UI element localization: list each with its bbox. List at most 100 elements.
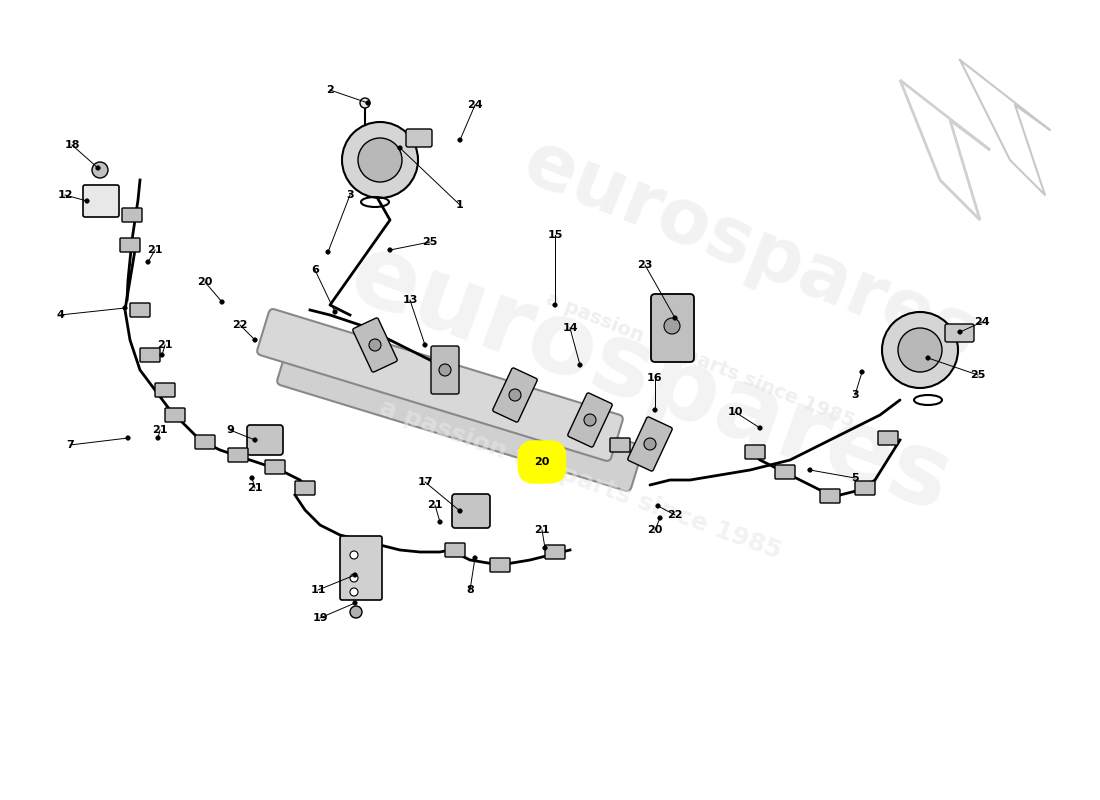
Text: 17: 17 [417, 477, 432, 487]
Text: 19: 19 [312, 613, 328, 623]
Text: eurospares: eurospares [513, 126, 988, 374]
FancyBboxPatch shape [568, 393, 613, 447]
Text: 2: 2 [326, 85, 334, 95]
FancyBboxPatch shape [745, 445, 764, 459]
Text: 10: 10 [727, 407, 742, 417]
Text: 3: 3 [346, 190, 354, 200]
FancyBboxPatch shape [122, 208, 142, 222]
Circle shape [350, 551, 358, 559]
Text: 13: 13 [403, 295, 418, 305]
Text: a passion for parts since 1985: a passion for parts since 1985 [376, 396, 784, 564]
FancyBboxPatch shape [855, 481, 875, 495]
Text: 25: 25 [422, 237, 438, 247]
FancyBboxPatch shape [878, 431, 898, 445]
Circle shape [92, 162, 108, 178]
Circle shape [160, 353, 164, 357]
FancyBboxPatch shape [452, 494, 490, 528]
Circle shape [342, 122, 418, 198]
Circle shape [578, 363, 582, 367]
Text: 8: 8 [466, 585, 474, 595]
Circle shape [473, 556, 477, 560]
Circle shape [644, 438, 656, 450]
Text: 12: 12 [57, 190, 73, 200]
FancyBboxPatch shape [140, 348, 159, 362]
Text: 20: 20 [535, 457, 550, 467]
Circle shape [353, 573, 358, 578]
FancyBboxPatch shape [628, 417, 672, 471]
FancyBboxPatch shape [265, 460, 285, 474]
Circle shape [553, 302, 558, 307]
Circle shape [553, 443, 558, 447]
FancyBboxPatch shape [610, 438, 630, 452]
Text: 21: 21 [427, 500, 442, 510]
Text: 18: 18 [64, 140, 79, 150]
Circle shape [860, 370, 865, 374]
Circle shape [250, 476, 254, 480]
FancyBboxPatch shape [490, 558, 510, 572]
FancyBboxPatch shape [155, 383, 175, 397]
Text: 14: 14 [562, 323, 578, 333]
Circle shape [123, 306, 128, 310]
Circle shape [253, 338, 257, 342]
Circle shape [350, 606, 362, 618]
Text: 21: 21 [152, 425, 167, 435]
Text: 3: 3 [851, 390, 859, 400]
Text: 21: 21 [157, 340, 173, 350]
Text: eurospares: eurospares [337, 226, 964, 534]
Text: a passion for parts since 1985: a passion for parts since 1985 [542, 289, 857, 431]
Circle shape [656, 504, 660, 508]
FancyBboxPatch shape [353, 318, 397, 372]
Circle shape [542, 546, 547, 550]
FancyBboxPatch shape [406, 129, 432, 147]
FancyBboxPatch shape [165, 408, 185, 422]
Text: 20: 20 [647, 525, 662, 535]
Circle shape [146, 260, 151, 264]
Circle shape [673, 316, 678, 320]
Text: 24: 24 [468, 100, 483, 110]
Text: 7: 7 [66, 440, 74, 450]
Circle shape [664, 318, 680, 334]
Circle shape [458, 509, 462, 514]
Text: 22: 22 [232, 320, 248, 330]
FancyBboxPatch shape [493, 368, 537, 422]
Circle shape [350, 574, 358, 582]
Circle shape [333, 310, 338, 314]
Text: 11: 11 [310, 585, 326, 595]
Circle shape [438, 520, 442, 524]
Circle shape [96, 166, 100, 170]
Text: 22: 22 [668, 510, 683, 520]
Circle shape [326, 250, 330, 254]
Text: 16: 16 [647, 373, 663, 383]
Circle shape [388, 248, 393, 252]
FancyBboxPatch shape [228, 448, 248, 462]
FancyBboxPatch shape [651, 294, 694, 362]
FancyBboxPatch shape [277, 339, 642, 491]
Circle shape [898, 328, 942, 372]
FancyBboxPatch shape [544, 545, 565, 559]
Text: 9: 9 [227, 425, 234, 435]
Circle shape [584, 414, 596, 426]
Circle shape [758, 426, 762, 430]
Circle shape [358, 138, 402, 182]
Text: 25: 25 [970, 370, 986, 380]
Circle shape [253, 438, 257, 442]
FancyBboxPatch shape [120, 238, 140, 252]
FancyBboxPatch shape [130, 303, 150, 317]
Text: 20: 20 [535, 457, 550, 467]
Circle shape [807, 468, 812, 472]
FancyBboxPatch shape [820, 489, 840, 503]
Text: 21: 21 [535, 525, 550, 535]
FancyBboxPatch shape [446, 543, 465, 557]
FancyBboxPatch shape [340, 536, 382, 600]
Circle shape [353, 601, 358, 605]
Circle shape [652, 408, 657, 412]
Circle shape [439, 364, 451, 376]
Circle shape [156, 436, 161, 440]
Circle shape [509, 389, 521, 401]
FancyBboxPatch shape [257, 309, 623, 461]
Circle shape [658, 516, 662, 520]
Text: 4: 4 [56, 310, 64, 320]
Circle shape [926, 356, 931, 360]
Text: 1: 1 [456, 200, 464, 210]
Circle shape [422, 342, 427, 347]
